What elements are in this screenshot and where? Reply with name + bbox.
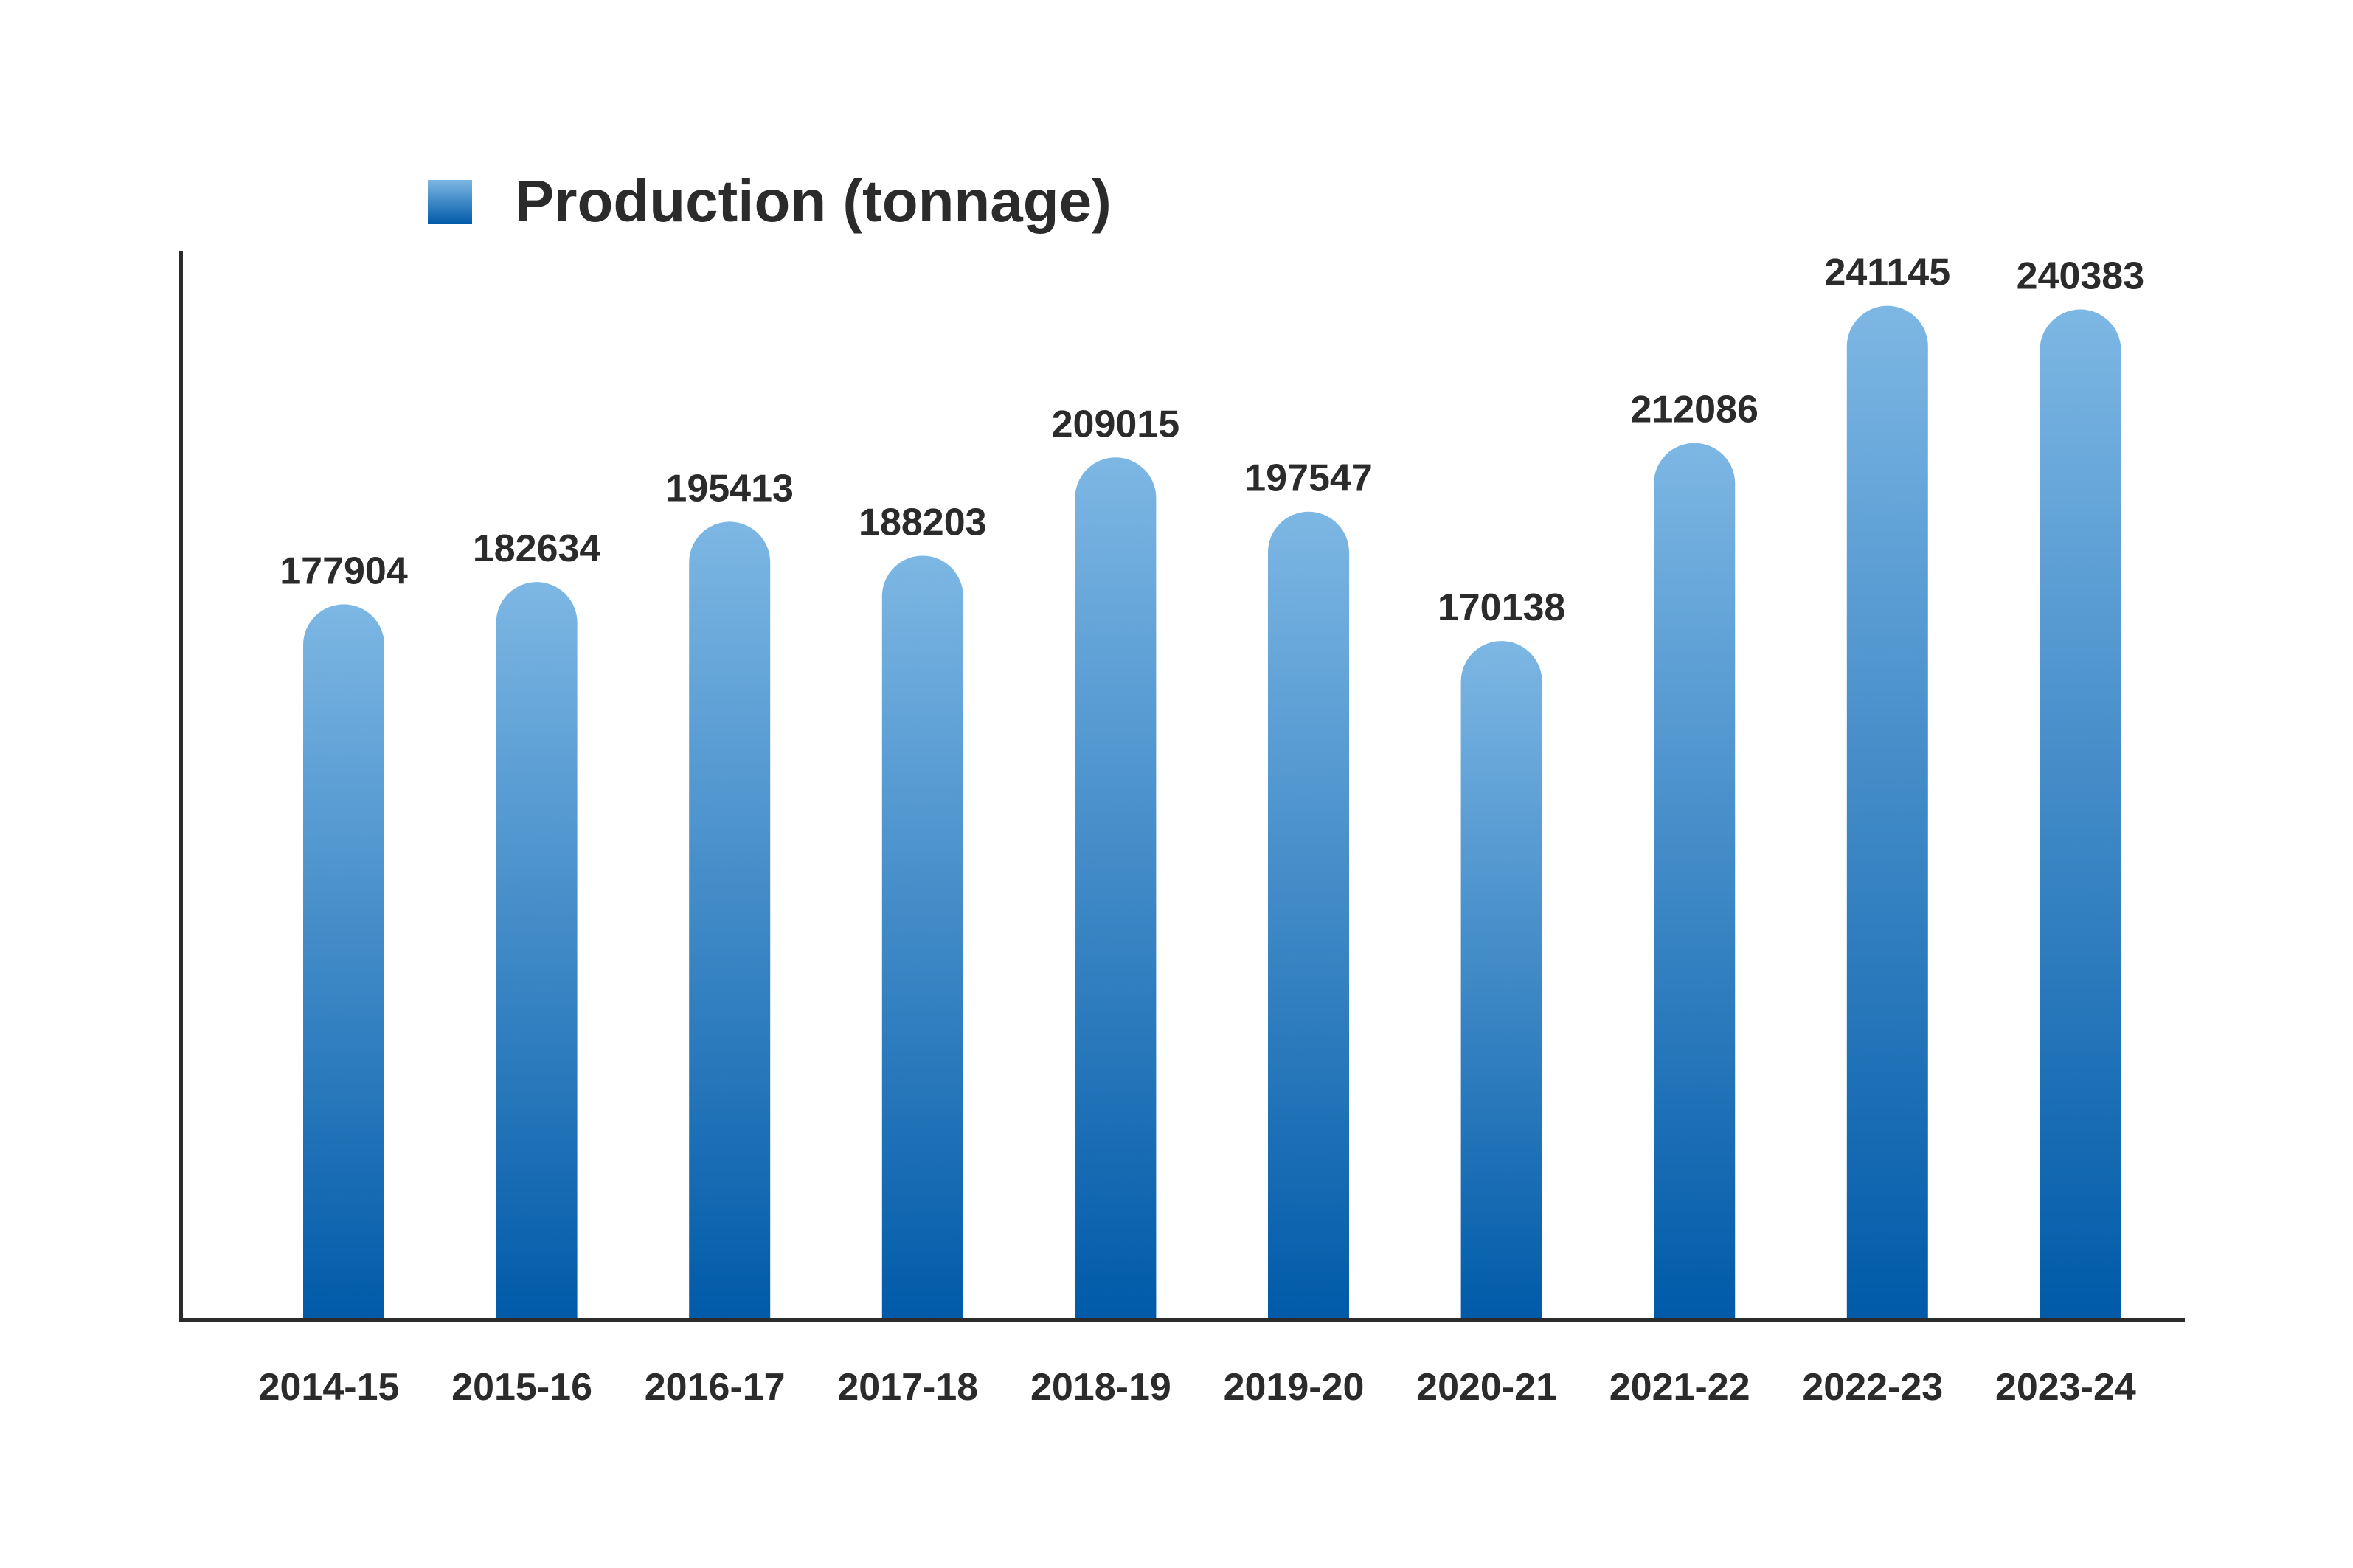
x-tick-label-2019-20: 2019-20 bbox=[1224, 1366, 1365, 1409]
value-label-2019-20: 197547 bbox=[1244, 457, 1373, 500]
value-label-2017-18: 188203 bbox=[859, 502, 987, 544]
x-tick-label-2023-24: 2023-24 bbox=[1995, 1366, 2136, 1409]
bar-2015-16 bbox=[496, 582, 578, 1320]
value-labels-group: 177904 182634 195413 188203 209015 197547 1701… bbox=[280, 251, 2144, 629]
bar-2021-22 bbox=[1654, 443, 1736, 1320]
value-label-2022-23: 241145 bbox=[1824, 251, 1950, 294]
x-tick-label-2015-16: 2015-16 bbox=[451, 1366, 592, 1409]
bar-2017-18 bbox=[881, 555, 963, 1321]
value-label-2020-21: 170138 bbox=[1438, 586, 1566, 629]
x-tick-label-2014-15: 2014-15 bbox=[259, 1366, 400, 1409]
legend-label: Production (tonnage) bbox=[515, 168, 1112, 234]
x-tick-label-2021-22: 2021-22 bbox=[1609, 1366, 1750, 1409]
value-label-2021-22: 212086 bbox=[1630, 389, 1758, 431]
x-tick-labels-group: 2014-15 2015-16 2016-17 2017-18 2018-19 2019-… bbox=[259, 1366, 2136, 1409]
bar-2023-24 bbox=[2040, 309, 2121, 1320]
value-label-2016-17: 195413 bbox=[665, 467, 794, 510]
bar-2016-17 bbox=[689, 521, 771, 1320]
value-label-2015-16: 182634 bbox=[473, 527, 601, 570]
bar-2019-20 bbox=[1268, 511, 1349, 1320]
value-label-2018-19: 209015 bbox=[1052, 403, 1180, 445]
x-tick-label-2020-21: 2020-21 bbox=[1416, 1366, 1557, 1409]
value-label-2014-15: 177904 bbox=[280, 549, 408, 592]
bar-2022-23 bbox=[1846, 305, 1928, 1320]
x-tick-label-2016-17: 2016-17 bbox=[645, 1366, 786, 1409]
value-label-2023-24: 240383 bbox=[2017, 255, 2145, 298]
bar-2020-21 bbox=[1460, 641, 1542, 1320]
axes bbox=[179, 251, 2185, 1322]
x-tick-label-2022-23: 2022-23 bbox=[1802, 1366, 1943, 1409]
bar-2018-19 bbox=[1075, 457, 1157, 1321]
legend-swatch bbox=[428, 180, 472, 224]
bars-group bbox=[303, 305, 2121, 1321]
x-tick-label-2017-18: 2017-18 bbox=[837, 1366, 978, 1409]
bar-2014-15 bbox=[303, 604, 384, 1320]
legend: Production (tonnage) bbox=[428, 168, 1112, 234]
x-tick-label-2018-19: 2018-19 bbox=[1030, 1366, 1171, 1409]
